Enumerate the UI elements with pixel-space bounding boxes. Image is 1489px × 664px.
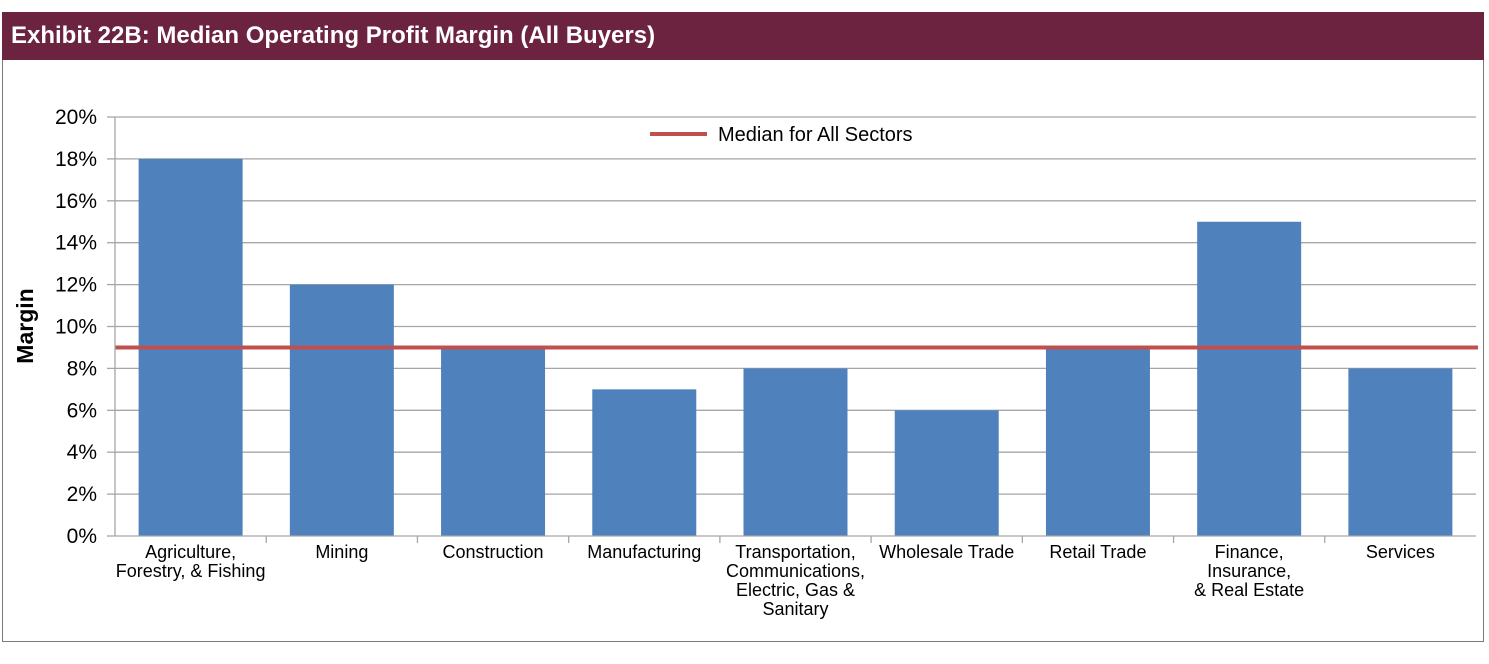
x-tick-label-line: Construction <box>443 542 544 562</box>
x-tick-label-line: Communications, <box>726 561 865 581</box>
x-tick-label: Services <box>1366 542 1435 562</box>
x-tick-label-line: Forestry, & Fishing <box>116 561 266 581</box>
bar <box>1045 347 1150 536</box>
y-axis-title: Margin <box>12 288 38 363</box>
x-tick-label-line: & Real Estate <box>1194 580 1304 600</box>
x-tick-label-line: Agriculture, <box>145 542 236 562</box>
x-tick-label: Construction <box>443 542 544 562</box>
x-tick-label: Mining <box>315 542 368 562</box>
x-tick-label-line: Manufacturing <box>587 542 701 562</box>
x-tick-label: Wholesale Trade <box>879 542 1014 562</box>
x-tick-label: Finance, Insurance, & Real Estate <box>1194 542 1304 600</box>
y-tick-label: 16% <box>55 190 97 213</box>
y-tick-label: 4% <box>67 441 97 464</box>
bar <box>894 410 999 536</box>
bar <box>289 284 394 536</box>
bar <box>743 368 848 536</box>
bar <box>441 347 546 536</box>
x-tick-label-line: Retail Trade <box>1049 542 1146 562</box>
y-tick-label: 2% <box>67 483 97 506</box>
x-tick-label-line: Sanitary <box>762 599 828 619</box>
chart-title: Exhibit 22B: Median Operating Profit Mar… <box>2 12 1484 60</box>
y-tick-label: 6% <box>67 399 97 422</box>
y-tick-label: 20% <box>55 106 97 129</box>
y-tick-label: 14% <box>55 232 97 255</box>
x-tick-label: Agriculture, Forestry, & Fishing <box>116 542 266 581</box>
x-tick-label: Transportation, Communications, Electric, … <box>726 542 865 619</box>
bar <box>1197 221 1302 536</box>
x-tick-label: Manufacturing <box>587 542 701 562</box>
y-tick-label: 18% <box>55 148 97 171</box>
x-tick-label: Retail Trade <box>1049 542 1146 562</box>
bar <box>1348 368 1453 536</box>
y-tick-label: 8% <box>67 357 97 380</box>
x-tick-label-line: Finance, <box>1215 542 1284 562</box>
x-tick-label-line: Wholesale Trade <box>879 542 1014 562</box>
y-tick-label: 0% <box>67 525 97 548</box>
bar <box>592 389 697 536</box>
x-tick-label-line: Insurance, <box>1207 561 1291 581</box>
x-tick-label-line: Mining <box>315 542 368 562</box>
x-tick-label-line: Electric, Gas & <box>736 580 855 600</box>
x-tick-label-line: Transportation, <box>735 542 855 562</box>
legend-median-label: Median for All Sectors <box>718 124 913 146</box>
x-tick-label-line: Services <box>1366 542 1435 562</box>
y-tick-label: 10% <box>55 316 97 339</box>
y-tick-label: 12% <box>55 274 97 297</box>
